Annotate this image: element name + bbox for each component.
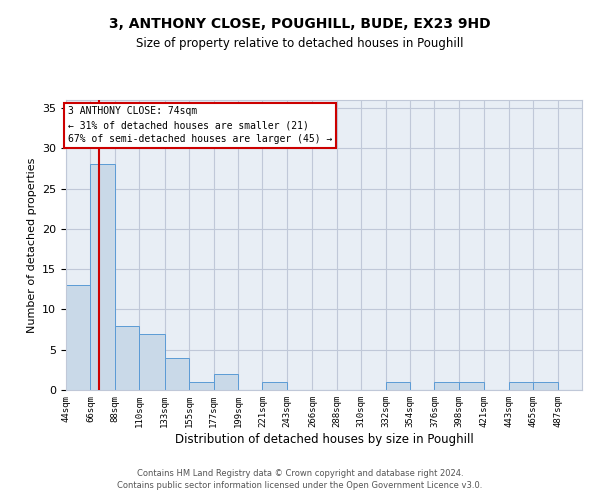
X-axis label: Distribution of detached houses by size in Poughill: Distribution of detached houses by size … xyxy=(175,432,473,446)
Bar xyxy=(509,382,533,390)
Y-axis label: Number of detached properties: Number of detached properties xyxy=(26,158,37,332)
Text: 3 ANTHONY CLOSE: 74sqm
← 31% of detached houses are smaller (21)
67% of semi-det: 3 ANTHONY CLOSE: 74sqm ← 31% of detached… xyxy=(68,106,332,144)
Bar xyxy=(66,286,91,390)
Text: 3, ANTHONY CLOSE, POUGHILL, BUDE, EX23 9HD: 3, ANTHONY CLOSE, POUGHILL, BUDE, EX23 9… xyxy=(109,18,491,32)
Bar xyxy=(165,358,189,390)
Bar xyxy=(189,382,214,390)
Bar xyxy=(386,382,410,390)
Bar xyxy=(533,382,557,390)
Bar xyxy=(262,382,287,390)
Bar xyxy=(115,326,139,390)
Bar xyxy=(434,382,459,390)
Bar xyxy=(139,334,165,390)
Bar xyxy=(459,382,484,390)
Bar xyxy=(91,164,115,390)
Text: Contains HM Land Registry data © Crown copyright and database right 2024.
Contai: Contains HM Land Registry data © Crown c… xyxy=(118,468,482,490)
Text: Size of property relative to detached houses in Poughill: Size of property relative to detached ho… xyxy=(136,38,464,51)
Bar xyxy=(214,374,238,390)
